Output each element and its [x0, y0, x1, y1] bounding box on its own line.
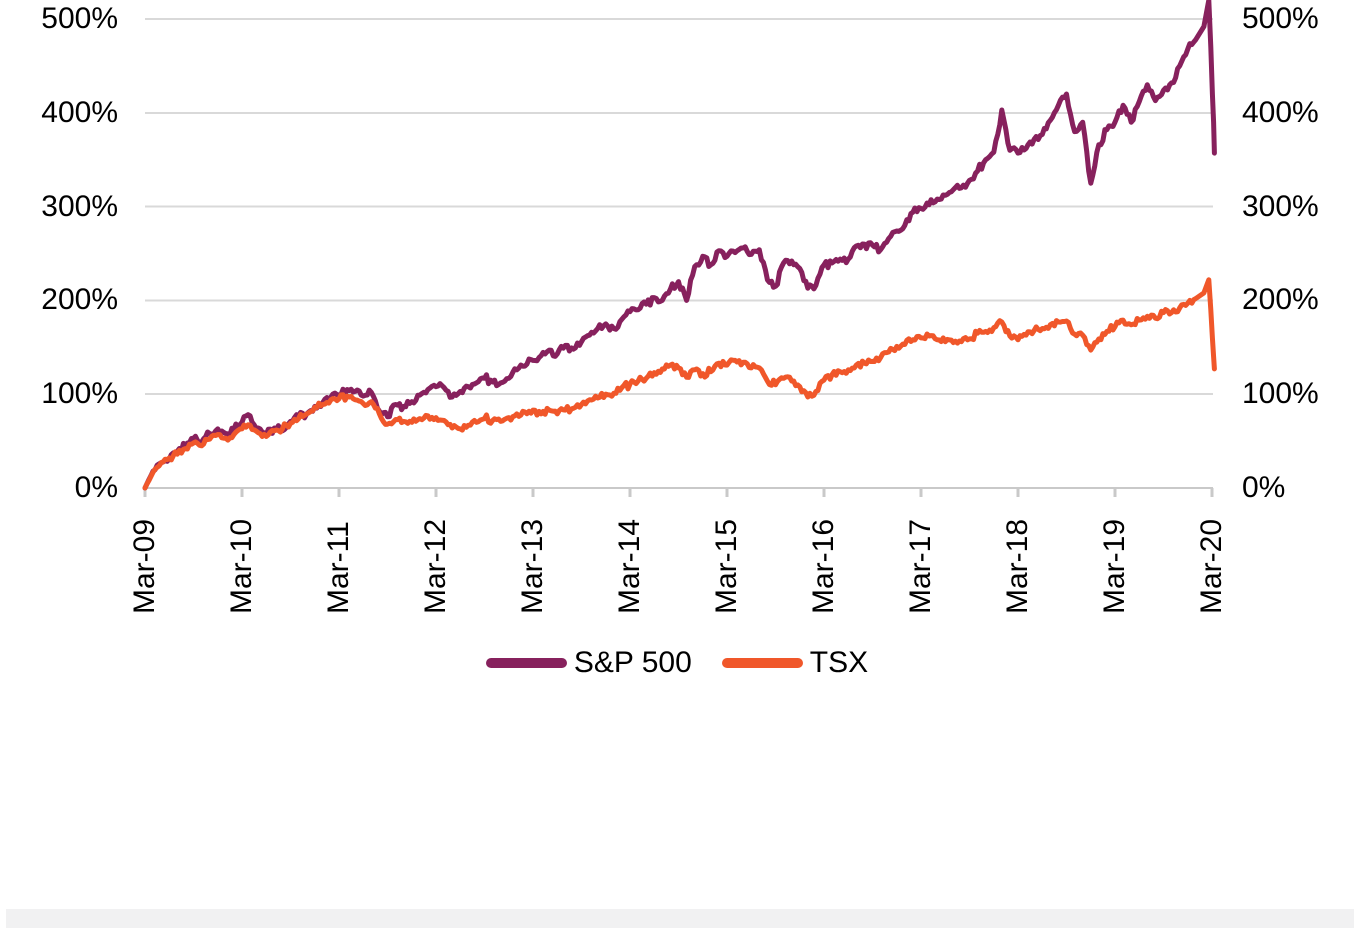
legend-label-sp500: S&P 500: [573, 646, 692, 679]
x-tick-label: Mar-20: [1195, 518, 1228, 614]
x-tick-label: Mar-18: [1001, 518, 1034, 614]
x-tick-label: Mar-19: [1098, 518, 1131, 614]
y-tick-label-left: 100%: [41, 377, 118, 411]
tsx-series-line: [142, 277, 1217, 491]
sp500-line-marker-icon: [485, 658, 567, 668]
legend-item-tsx: TSX: [721, 646, 869, 680]
legend-label-tsx: TSX: [809, 646, 869, 679]
y-tick-label-right: 0%: [1242, 471, 1286, 504]
x-tick-label: Mar-11: [322, 521, 355, 614]
y-tick-label-left: 500%: [41, 2, 118, 35]
x-tick-label: Mar-12: [419, 518, 452, 614]
y-tick-label-right: 300%: [1242, 189, 1319, 223]
chart-legend: S&P 500 TSX: [0, 646, 1354, 680]
y-tick-label-left: 0%: [74, 471, 118, 504]
x-tick-label: Mar-14: [613, 518, 646, 614]
y-tick-label-left: 400%: [41, 95, 118, 129]
x-tick-label: Mar-13: [516, 518, 549, 614]
x-tick-label: Mar-10: [225, 518, 258, 614]
x-tick-label: Mar-09: [128, 518, 161, 614]
y-tick-label-left: 200%: [41, 283, 118, 317]
x-tick-label: Mar-15: [710, 518, 743, 614]
y-tick-label-left: 300%: [41, 189, 118, 223]
footer-bar: [6, 909, 1354, 928]
legend-item-sp500: S&P 500: [485, 646, 692, 680]
y-tick-label-right: 100%: [1242, 377, 1319, 411]
y-tick-label-right: 200%: [1242, 283, 1319, 317]
x-tick-label: Mar-17: [904, 518, 937, 614]
y-tick-label-right: 500%: [1242, 2, 1319, 35]
x-tick-label: Mar-16: [807, 518, 840, 614]
tsx-line-marker-icon: [721, 658, 803, 668]
y-tick-label-right: 400%: [1242, 95, 1319, 129]
